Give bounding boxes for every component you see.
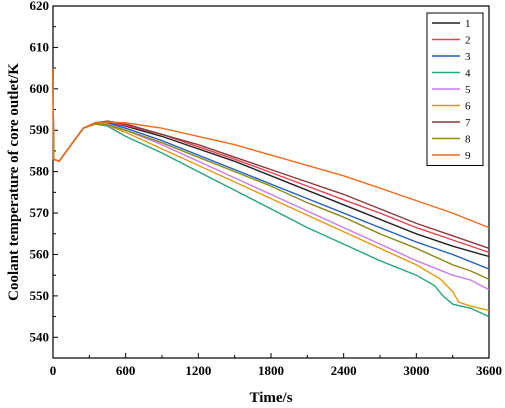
legend-label: 8 bbox=[465, 134, 471, 146]
legend-label: 9 bbox=[465, 150, 471, 162]
legend-label: 4 bbox=[465, 68, 471, 80]
legend-label: 1 bbox=[465, 18, 471, 30]
series-line-3 bbox=[52, 68, 490, 270]
y-tick-label: 580 bbox=[30, 164, 50, 179]
x-tick-label: 3000 bbox=[403, 363, 429, 378]
x-tick-label: 1800 bbox=[258, 363, 284, 378]
series-line-1 bbox=[52, 68, 490, 258]
legend-label: 7 bbox=[465, 117, 471, 129]
legend-label: 2 bbox=[465, 35, 471, 47]
legend-label: 3 bbox=[465, 51, 471, 63]
x-tick-label: 1200 bbox=[185, 363, 211, 378]
legend-label: 6 bbox=[465, 101, 471, 113]
plot-frame bbox=[52, 5, 490, 359]
y-tick-label: 600 bbox=[30, 81, 50, 96]
series-line-5 bbox=[52, 68, 490, 291]
y-tick-label: 550 bbox=[30, 288, 50, 303]
series-line-9 bbox=[52, 68, 490, 229]
x-tick-label: 3600 bbox=[476, 363, 502, 378]
y-tick-label: 590 bbox=[30, 122, 50, 137]
y-tick-label: 620 bbox=[30, 0, 50, 13]
y-tick-label: 540 bbox=[30, 329, 50, 344]
legend-label: 5 bbox=[465, 84, 471, 96]
y-tick-label: 610 bbox=[30, 39, 50, 54]
y-tick-label: 570 bbox=[30, 205, 50, 220]
x-axis: 0 600 1200 1800 2400 3000 3600 bbox=[50, 353, 502, 378]
x-axis-title: Time/s bbox=[249, 390, 292, 406]
y-axis: 540 550 560 570 580 590 600 610 620 bbox=[30, 0, 58, 359]
legend: 1 2 3 4 5 6 7 8 9 bbox=[426, 12, 484, 166]
series-line-2 bbox=[52, 68, 490, 254]
y-axis-title: Coolant temperature of core outlet/K bbox=[6, 63, 22, 301]
series-lines bbox=[52, 68, 490, 318]
x-tick-label: 600 bbox=[116, 363, 136, 378]
x-tick-label: 0 bbox=[50, 363, 57, 378]
series-line-8 bbox=[52, 68, 490, 280]
series-line-4 bbox=[52, 68, 490, 318]
series-line-7 bbox=[52, 68, 490, 249]
y-tick-label: 560 bbox=[30, 246, 50, 261]
series-line-6 bbox=[52, 68, 490, 312]
x-tick-label: 2400 bbox=[331, 363, 357, 378]
